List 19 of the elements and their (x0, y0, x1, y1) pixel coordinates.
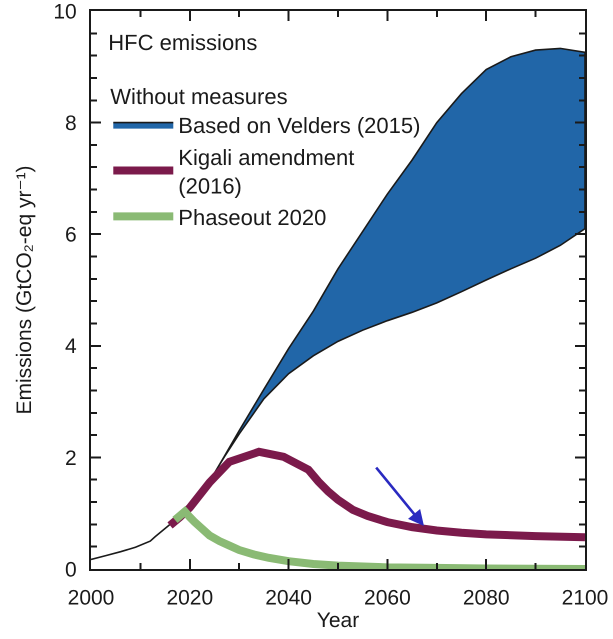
legend-label: Kigali amendment (2016) (178, 144, 354, 198)
x-tick-label: 2080 (462, 586, 510, 610)
y-tick-label: 8 (65, 112, 77, 135)
legend-label: Phaseout 2020 (178, 204, 326, 230)
x-tick-label: 2020 (166, 586, 214, 610)
x-tick-label: 2000 (68, 586, 114, 610)
y-tick-label: 6 (65, 224, 77, 247)
x-tick-label: 2060 (364, 586, 411, 610)
legend-title: Without measures (110, 84, 288, 109)
y-tick-label: 2 (65, 446, 77, 470)
y-tick-label: 4 (65, 335, 78, 358)
text: HFC emissions (108, 30, 258, 55)
x-axis-title: Year (316, 609, 360, 632)
y-tick-label: 0 (65, 558, 77, 582)
y-axis-title: Emissions (GtCO₂-eq yr⁻¹) (12, 165, 36, 415)
x-tick-label: 2040 (265, 586, 312, 610)
legend-label: Based on Velders (2015) (178, 113, 420, 138)
x-tick-label: 2100 (562, 586, 608, 610)
y-tick-label: 10 (53, 0, 77, 24)
